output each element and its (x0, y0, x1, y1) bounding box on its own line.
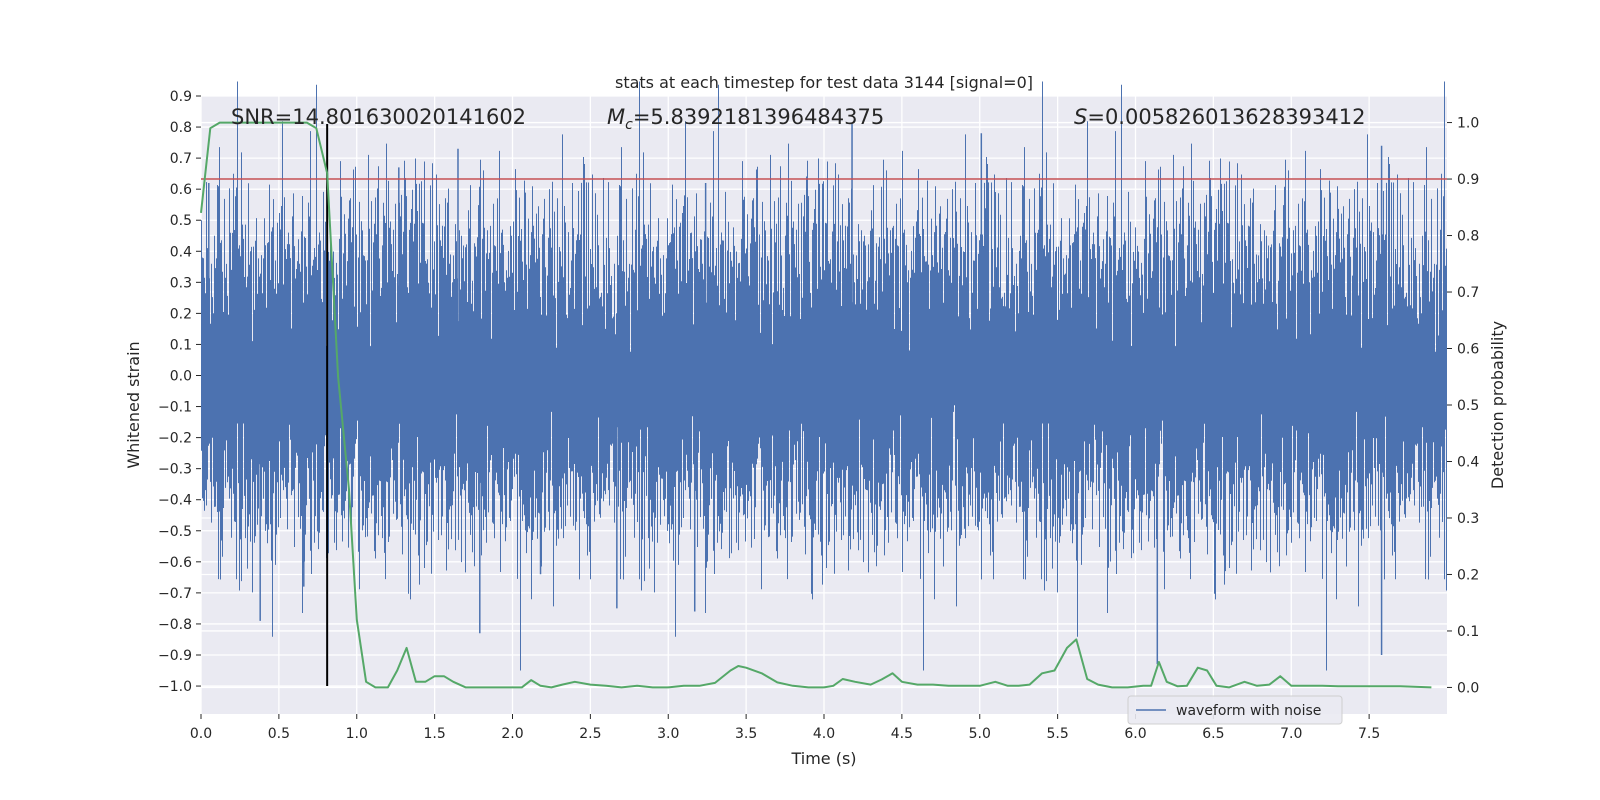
y-tick-label: 0.3 (170, 275, 192, 291)
x-tick-label: 3.5 (735, 726, 757, 742)
y-tick-label: 0.2 (170, 306, 192, 322)
x-tick-label: 6.0 (1124, 726, 1146, 742)
y-tick-label: 0.1 (170, 337, 192, 353)
x-tick-label: 2.5 (579, 726, 601, 742)
y-tick-label: 0.7 (170, 151, 192, 167)
s-symbol: S (1074, 105, 1087, 129)
axes: 0.0 0.5 1.0 1.5 2.0 2.5 3.0 3.5 4.0 4.5 5.0 5.5 6.0 6… (158, 89, 1479, 742)
snr-annotation: SNR=14.801630020141602 (231, 105, 526, 129)
y2-tick-label: 0.3 (1457, 511, 1479, 527)
y-tick-label: 0.8 (170, 120, 192, 136)
x-tick-label: 2.0 (501, 726, 523, 742)
s-annotation: S=0.005826013628393412 (1074, 105, 1365, 129)
detection-probability-line (200, 121, 1432, 689)
y-tick-label: −0.7 (158, 586, 192, 602)
x-tick-label: 0.0 (190, 726, 212, 742)
y-tick-label: 0.5 (170, 213, 192, 229)
chart-title: stats at each timestep for test data 314… (615, 73, 1033, 92)
legend-box (1127, 695, 1343, 725)
y2-tick-label: 0.1 (1457, 624, 1479, 640)
y-tick-label: −0.2 (158, 431, 192, 447)
x-tick-label: 7.5 (1358, 726, 1380, 742)
legend: waveform with noise (1127, 695, 1343, 725)
legend-label: waveform with noise (1176, 703, 1321, 719)
x-tick-label: 4.5 (891, 726, 913, 742)
x-tick-label: 3.0 (657, 726, 679, 742)
y-tick-label: −1.0 (158, 679, 192, 695)
x-tick-label: 7.0 (1280, 726, 1302, 742)
x-tick-label: 5.0 (969, 726, 991, 742)
y-tick-label: 0.0 (170, 368, 192, 384)
x-tick-label: 5.5 (1046, 726, 1068, 742)
chirp-mass-subscript: c (625, 117, 633, 133)
y2-tick-label: 0.4 (1457, 454, 1479, 470)
x-tick-label: 0.5 (268, 726, 290, 742)
y-tick-label: −0.3 (158, 462, 192, 478)
y-tick-label: −0.6 (158, 555, 192, 571)
y2-tick-label: 0.0 (1457, 680, 1479, 696)
y2-axis-title: Detection probability (1488, 321, 1507, 489)
chirp-mass-annotation: Mc=5.8392181396484375 (607, 105, 884, 133)
x-axis-title: Time (s) (790, 749, 856, 768)
y2-tick-label: 0.7 (1457, 285, 1479, 301)
y-tick-label: −0.9 (158, 648, 192, 664)
y2-tick-label: 0.2 (1457, 567, 1479, 583)
x-tick-label: 6.5 (1202, 726, 1224, 742)
probability-series (200, 121, 1447, 689)
x-tick-label: 4.0 (813, 726, 835, 742)
chirp-mass-symbol: M (607, 105, 625, 129)
chirp-mass-value: =5.8392181396484375 (633, 105, 884, 129)
y2-tick-label: 1.0 (1457, 116, 1479, 132)
strain-series (201, 81, 1447, 671)
y-tick-label: 0.4 (170, 244, 192, 260)
s-value: =0.005826013628393412 (1087, 105, 1365, 129)
x-tick-label: 1.0 (346, 726, 368, 742)
y2-tick-label: 0.9 (1457, 172, 1479, 188)
y-tick-label: 0.9 (170, 89, 192, 105)
y-tick-label: −0.1 (158, 400, 192, 416)
y-tick-label: −0.8 (158, 617, 192, 633)
y-tick-label: 0.6 (170, 182, 192, 198)
x-tick-label: 1.5 (423, 726, 445, 742)
y-axis-title: Whitened strain (124, 341, 143, 468)
y2-tick-label: 0.5 (1457, 398, 1479, 414)
y-tick-label: −0.4 (158, 493, 192, 509)
y2-tick-label: 0.6 (1457, 342, 1479, 358)
y2-tick-label: 0.8 (1457, 229, 1479, 245)
y-tick-label: −0.5 (158, 524, 192, 540)
